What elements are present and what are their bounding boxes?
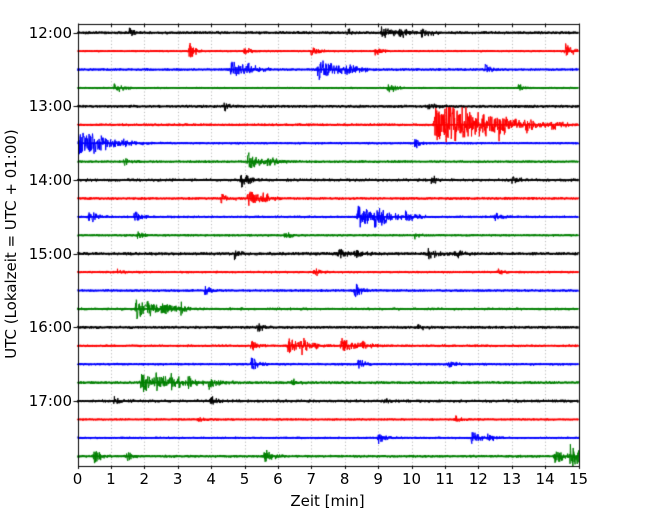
x-tick-label: 14 [535,470,555,488]
x-tick-label: 10 [401,470,422,488]
y-tick-label: 17:00 [28,392,72,411]
x-tick-label: 12 [468,470,488,488]
x-tick-label: 7 [306,470,317,488]
x-tick-label: 6 [273,470,283,488]
x-tick-label: 8 [339,470,350,488]
x-tick-label: 1 [106,470,116,488]
y-tick-label: 15:00 [28,244,72,263]
x-tick-label: 0 [72,470,83,488]
x-tick-label: 2 [139,470,150,488]
x-tick-label: 4 [206,470,216,488]
x-axis-label: Zeit [min] [290,492,365,510]
x-tick-label: 13 [502,470,522,488]
y-tick-label: 13:00 [28,97,72,116]
y-tick-label: 14:00 [28,171,72,190]
x-tick-label: 3 [172,470,183,488]
x-tick-label: 9 [373,470,383,488]
x-tick-label: 11 [435,470,455,488]
y-tick-label: 16:00 [28,318,72,337]
x-tick-label: 15 [568,470,589,488]
x-tick-label: 5 [239,470,250,488]
y-tick-labels: 12:00 13:00 14:00 15:00 16:00 17:00 [10,0,72,520]
y-tick-label: 12:00 [28,23,72,42]
